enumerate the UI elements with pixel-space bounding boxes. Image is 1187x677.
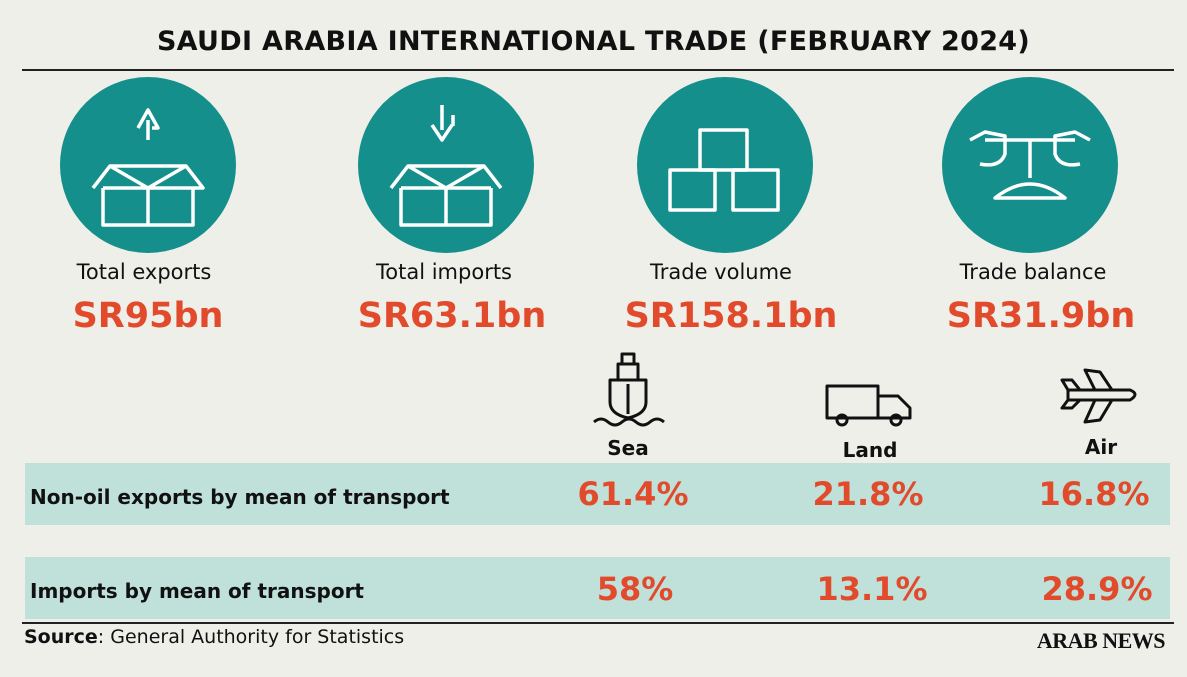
card-label: Total imports <box>376 260 512 284</box>
row-value: 21.8% <box>812 475 924 513</box>
card-label: Trade volume <box>650 260 792 284</box>
source: Source: General Authority for Statistics <box>24 626 404 648</box>
title: SAUDI ARABIA INTERNATIONAL TRADE (FEBRUA… <box>156 26 1031 57</box>
row-value: 28.9% <box>1041 570 1153 608</box>
row-value: 16.8% <box>1038 475 1150 513</box>
row-value: 61.4% <box>577 475 689 513</box>
source-text: : General Authority for Statistics <box>97 626 405 648</box>
row-value: 58% <box>596 570 674 608</box>
mode-label: Sea <box>607 436 649 460</box>
card-value: SR63.1bn <box>357 296 547 336</box>
card-icons <box>60 77 1118 253</box>
mode-label: Land <box>842 438 898 462</box>
row-label: Imports by mean of transport <box>30 579 364 603</box>
mode-label: Air <box>1084 435 1118 459</box>
rule <box>22 69 1174 71</box>
card-value: SR158.1bn <box>624 296 838 336</box>
row-label: Non-oil exports by mean of transport <box>30 485 450 509</box>
row-value: 13.1% <box>816 570 928 608</box>
card-value: SR31.9bn <box>946 296 1136 336</box>
rule <box>22 622 1174 624</box>
card-value: SR95bn <box>72 296 224 336</box>
transport-icons <box>593 352 1137 427</box>
row-band <box>25 463 1170 525</box>
source-label: Source <box>24 626 98 648</box>
row-band <box>25 557 1170 619</box>
card-label: Trade balance <box>959 260 1107 284</box>
brand: ARAB NEWS <box>1036 628 1166 653</box>
card-label: Total exports <box>76 260 212 284</box>
